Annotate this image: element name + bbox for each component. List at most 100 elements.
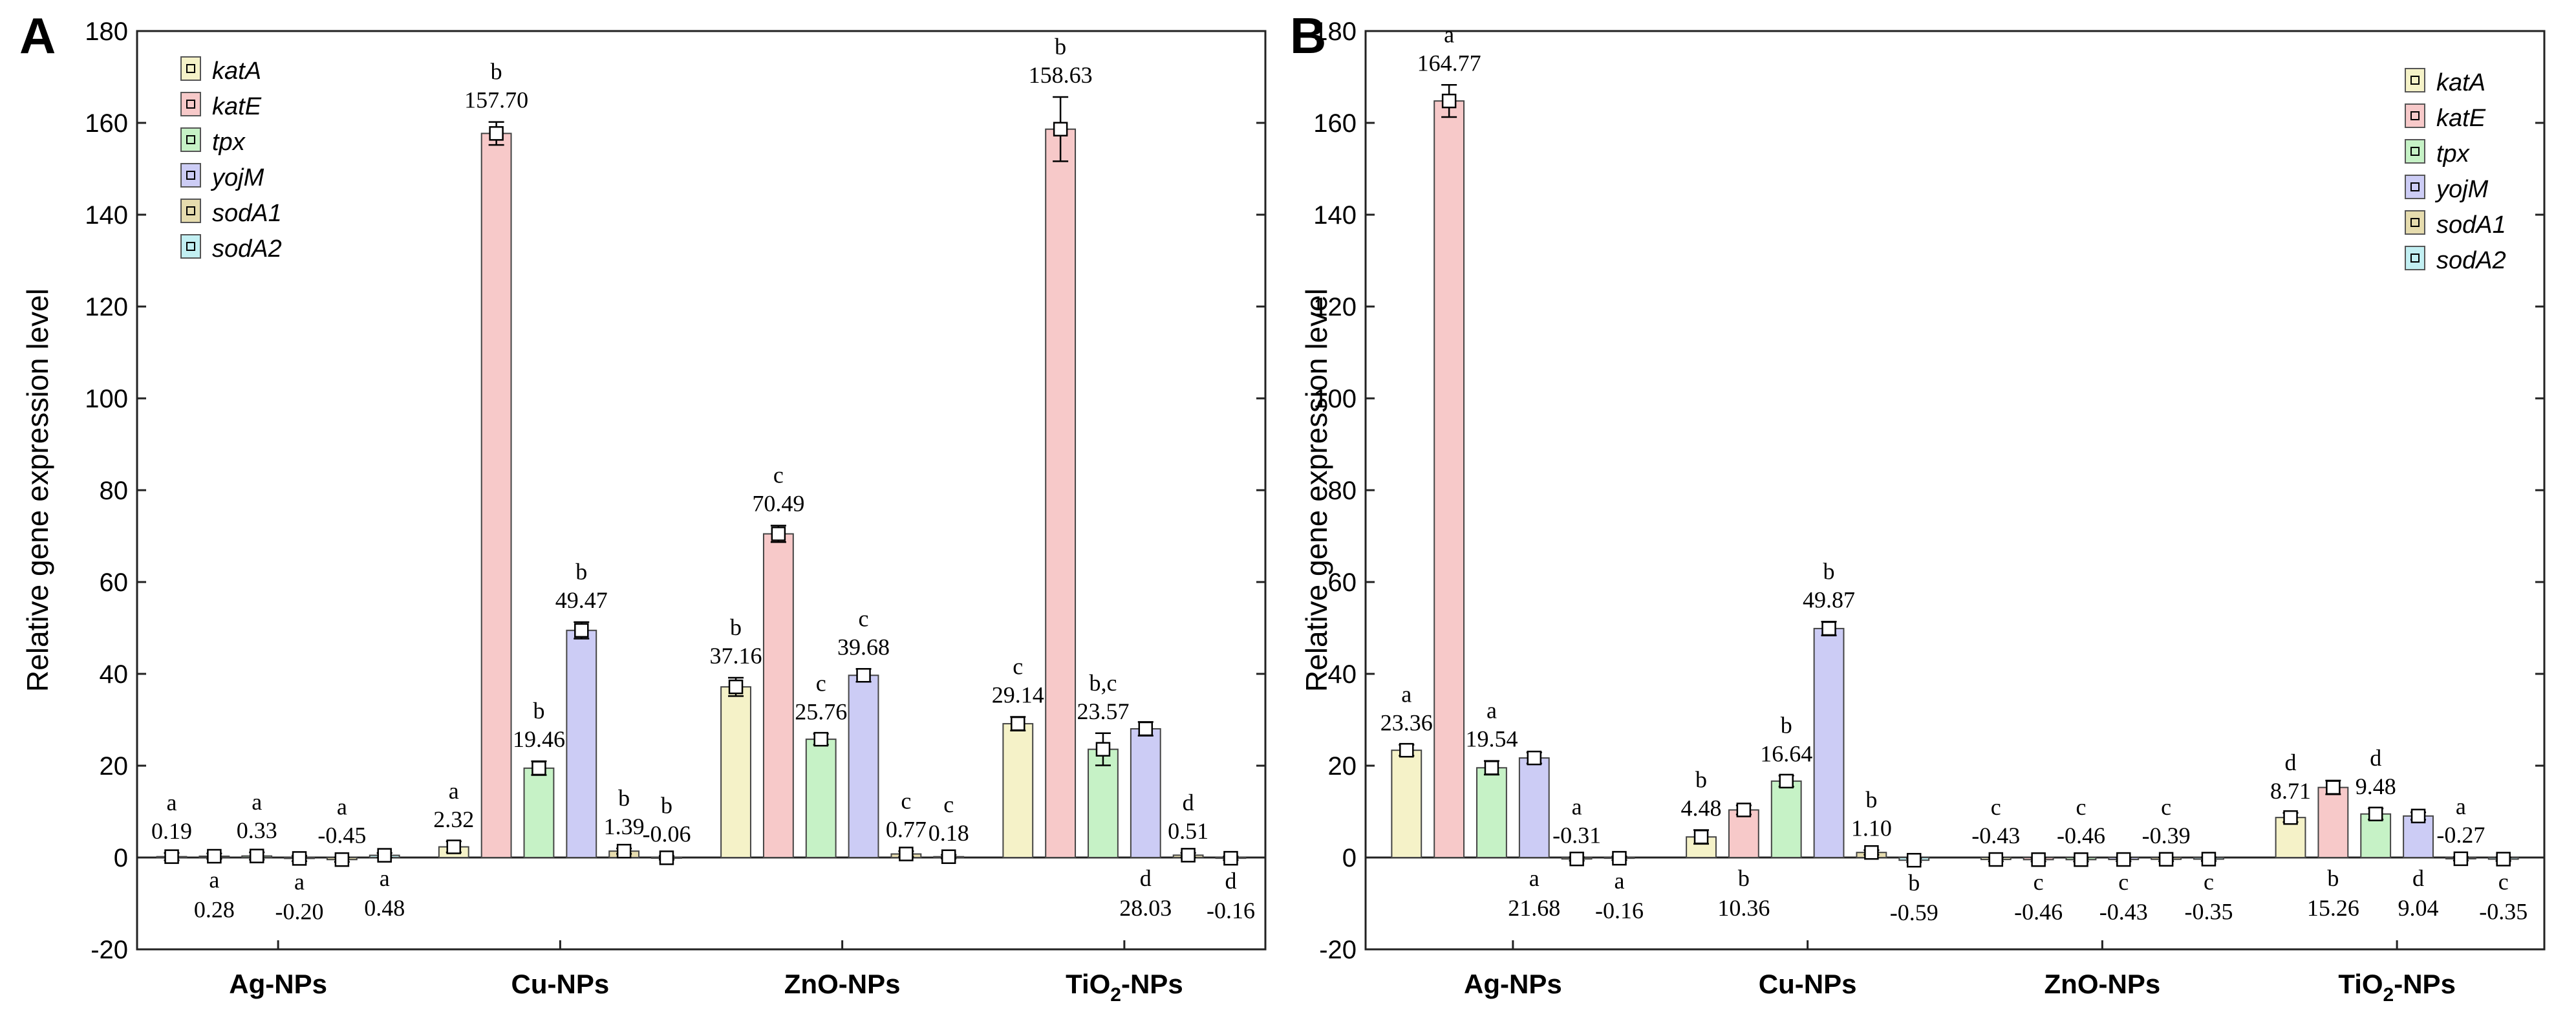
data-label: 2.32 — [433, 806, 474, 832]
mean-marker — [377, 848, 392, 863]
mean-marker — [2074, 852, 2088, 867]
legend-swatch — [180, 127, 201, 152]
mean-marker — [1693, 829, 1709, 845]
significance-letter: b — [1781, 712, 1792, 738]
bar — [1391, 750, 1422, 859]
data-label: 15.26 — [2307, 895, 2359, 921]
data-label: -0.45 — [317, 823, 366, 848]
mean-marker — [1484, 761, 1499, 775]
legend-marker — [2410, 147, 2420, 156]
y-tick-label: 0 — [1342, 844, 1357, 872]
mean-marker — [2368, 806, 2383, 821]
mean-marker — [1011, 716, 1025, 731]
mean-marker — [856, 668, 871, 683]
mean-marker — [1138, 721, 1154, 737]
bar — [805, 739, 837, 858]
mean-marker — [941, 849, 956, 864]
data-label: -0.46 — [2057, 823, 2105, 848]
bar — [1518, 757, 1550, 859]
legend-marker — [2410, 182, 2420, 191]
legend-marker — [2410, 76, 2420, 85]
data-label: -0.16 — [1595, 898, 1644, 923]
y-tick-label: 160 — [85, 109, 128, 138]
significance-letter: b — [1738, 865, 1750, 891]
y-tick-label: 40 — [100, 660, 129, 689]
bar — [566, 629, 597, 858]
y-tick-label: -20 — [1319, 936, 1357, 964]
data-label: 0.77 — [886, 816, 927, 842]
legend-entry: sodA1 — [2436, 211, 2506, 239]
data-label: 49.87 — [1803, 587, 1855, 612]
y-tick-label: 120 — [1313, 293, 1357, 321]
data-label: 25.76 — [795, 699, 847, 725]
significance-letter: d — [2285, 750, 2297, 775]
bar — [848, 674, 879, 858]
bar — [1002, 723, 1034, 858]
y-tick-label: 180 — [1313, 17, 1357, 46]
significance-letter: b — [2327, 865, 2339, 891]
mean-marker — [1095, 742, 1111, 757]
legend-marker — [186, 100, 195, 109]
significance-letter: a — [449, 778, 459, 804]
legend-swatch — [180, 92, 201, 116]
category-label: Ag-NPs — [1464, 969, 1562, 999]
data-label: 0.19 — [151, 818, 192, 844]
y-tick-label: 140 — [85, 201, 128, 230]
mean-marker — [1223, 850, 1238, 866]
significance-letter: c — [901, 788, 911, 814]
mean-marker — [1906, 852, 1922, 868]
legend-marker — [2410, 254, 2420, 263]
bar — [1813, 627, 1845, 858]
significance-letter: d — [2370, 745, 2381, 771]
category-label-base: TiO — [2338, 969, 2383, 999]
data-label: -0.35 — [2184, 898, 2233, 924]
significance-letter: b — [491, 59, 502, 85]
data-label: 8.71 — [2270, 778, 2311, 804]
data-label: 28.03 — [1119, 895, 1172, 921]
mean-marker — [813, 731, 828, 747]
legend-marker — [186, 64, 195, 73]
bar — [1728, 809, 1759, 858]
data-label: -0.35 — [2479, 898, 2528, 924]
significance-letter: b — [1055, 34, 1066, 59]
significance-letter: c — [1991, 794, 2001, 820]
y-tick-label: 180 — [85, 17, 128, 46]
legend-swatch — [180, 56, 201, 81]
bar — [1476, 767, 1507, 858]
significance-letter: b — [1908, 870, 1920, 896]
bar — [1130, 728, 1161, 859]
y-tick-label: 140 — [1313, 201, 1357, 230]
data-label: -0.20 — [275, 899, 324, 925]
significance-letter: c — [816, 671, 826, 696]
y-axis-label: Relative gene expression level — [1300, 288, 1333, 692]
mean-marker — [1988, 852, 2004, 867]
category-label-subscript: 2 — [1110, 984, 1121, 1006]
y-axis-label: Relative gene expression level — [21, 288, 54, 692]
significance-letter: d — [1140, 865, 1152, 891]
data-label: -0.06 — [642, 821, 691, 847]
legend-swatch — [2405, 68, 2425, 92]
legend-entry: katA — [2436, 69, 2485, 96]
y-tick-label: 120 — [85, 293, 128, 321]
data-label: 4.48 — [1681, 795, 1722, 821]
significance-letter: a — [1487, 698, 1497, 724]
data-label: 37.16 — [710, 643, 762, 669]
bar — [720, 686, 751, 858]
data-label: -0.59 — [1890, 900, 1938, 925]
significance-letter: c — [2034, 869, 2044, 895]
category-label-base: Cu-NPs — [511, 969, 610, 999]
category-label: Cu-NPs — [1759, 969, 1857, 999]
significance-letter: c — [1013, 653, 1023, 679]
data-label: 9.04 — [2398, 895, 2439, 921]
significance-letter: b — [730, 614, 742, 640]
bar — [1045, 128, 1077, 858]
panel-b: B -20 0 20 40 60 80 100 120 140 160 180 Relative gen… — [1290, 7, 2546, 1006]
panel-letter: A — [19, 7, 56, 64]
legend-entry: katE — [212, 93, 262, 120]
legend-swatch — [2405, 103, 2425, 128]
significance-letter: b,c — [1089, 670, 1117, 696]
significance-letter: c — [943, 792, 954, 817]
significance-letter: a — [1614, 868, 1624, 894]
bar — [523, 767, 555, 858]
data-label: 164.77 — [1417, 50, 1481, 76]
